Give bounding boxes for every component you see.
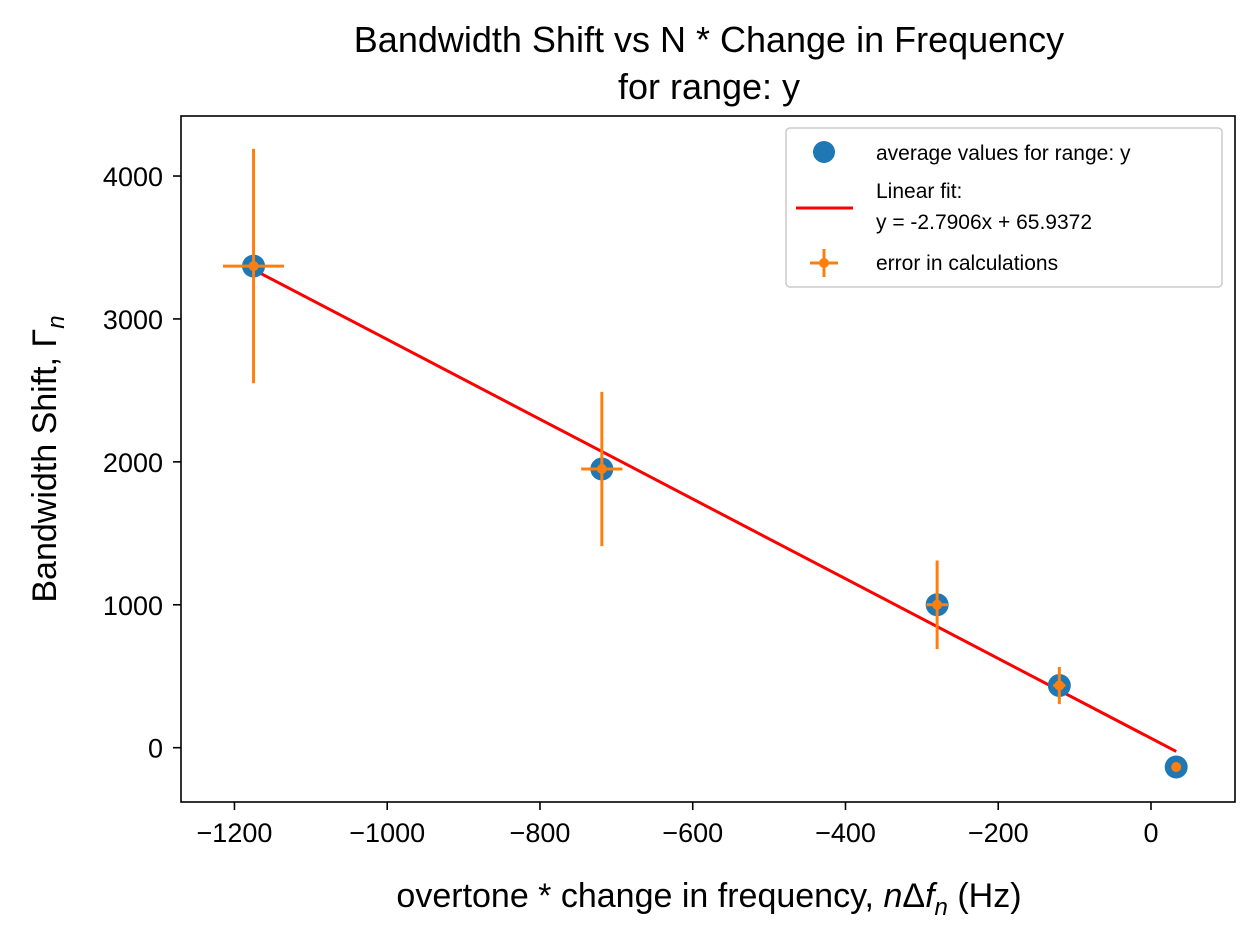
fit-line-layer: [252, 268, 1177, 753]
error-bar-center: [932, 599, 943, 610]
y-tick-label: 1000: [103, 591, 163, 621]
chart-title-line1: Bandwidth Shift vs N * Change in Frequen…: [354, 19, 1064, 60]
legend-marker-average-values: [813, 141, 835, 163]
y-axis-title-prefix: Bandwidth Shift,: [26, 347, 64, 602]
x-tick-label: 0: [1143, 818, 1158, 848]
x-axis-ticks: −1200 −1000 −800 −600 −400 −200 0: [197, 802, 1159, 848]
error-bar: [926, 560, 948, 650]
error-bar: [581, 391, 623, 547]
legend-label-linear-fit: Linear fit:: [876, 180, 962, 203]
chart-title-line2: for range: y: [618, 66, 800, 107]
error-bar-center: [1054, 680, 1065, 691]
legend-label-linear-fit-equation: y = -2.7906x + 65.9372: [876, 211, 1092, 234]
y-tick-label: 4000: [103, 162, 163, 192]
legend-label-error: error in calculations: [876, 252, 1058, 275]
y-axis-title: Bandwidth Shift, Γn: [26, 315, 70, 602]
legend-label-average-values: average values for range: y: [876, 142, 1131, 165]
x-axis-title: overtone * change in frequency, nΔfn (Hz…: [396, 877, 1021, 921]
x-tick-label: −600: [662, 818, 723, 848]
x-axis-title-subscript: n: [935, 894, 948, 921]
x-axis-title-suffix: (Hz): [948, 877, 1022, 915]
error-bar: [1053, 666, 1066, 705]
legend-frame: [785, 127, 1223, 288]
x-tick-label: −400: [815, 818, 876, 848]
y-tick-label: 2000: [103, 448, 163, 478]
x-axis-title-delta: Δ: [902, 877, 925, 915]
legend-error-dot: [819, 258, 829, 268]
y-axis-title-subscript: n: [43, 315, 70, 328]
error-bar-center: [596, 464, 607, 475]
plot-marks: [223, 148, 1188, 779]
legend-marker-error: [810, 249, 838, 277]
legend: average values for range: y Linear fit: …: [785, 127, 1223, 288]
y-tick-label: 3000: [103, 305, 163, 335]
x-tick-label: −1200: [197, 818, 273, 848]
x-axis-title-n: n: [883, 877, 902, 915]
error-bar: [223, 148, 285, 384]
y-axis-ticks: 0 1000 2000 3000 4000: [103, 162, 181, 764]
y-tick-label: 0: [148, 734, 163, 764]
error-bar: [1171, 761, 1182, 772]
error-bar-center: [1171, 761, 1182, 772]
x-tick-label: −1000: [349, 818, 425, 848]
x-tick-label: −800: [510, 818, 571, 848]
x-axis-title-prefix: overtone * change in frequency,: [396, 877, 883, 915]
error-bars-layer: [223, 148, 1182, 772]
error-bar-center: [248, 261, 259, 272]
linear-fit-line: [252, 268, 1177, 753]
y-axis-title-gamma: Γ: [26, 329, 64, 348]
plot-frame: [180, 115, 1236, 803]
chart-title: Bandwidth Shift vs N * Change in Frequen…: [354, 19, 1064, 107]
x-tick-label: −200: [968, 818, 1029, 848]
